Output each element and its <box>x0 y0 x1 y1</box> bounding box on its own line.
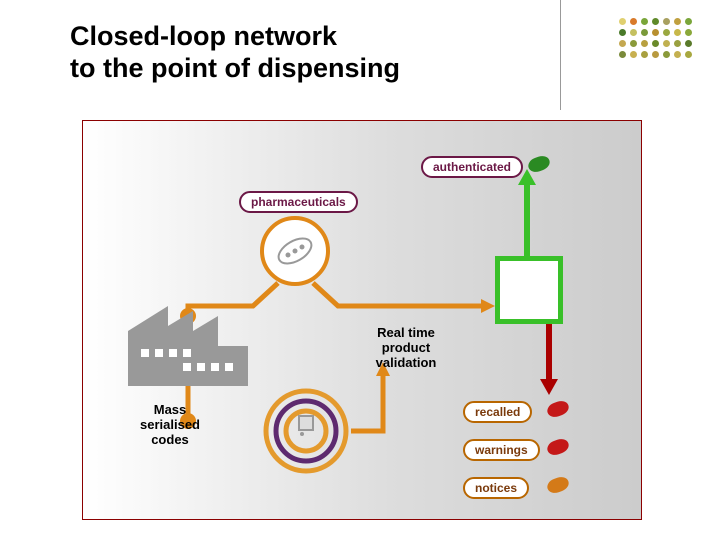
pill-warnings-label: warnings <box>475 443 528 457</box>
dot-icon <box>685 18 692 25</box>
dot-icon <box>674 29 681 36</box>
decorative-dot-grid <box>619 18 692 58</box>
dot-icon <box>674 51 681 58</box>
dot-icon <box>619 51 626 58</box>
tag-recalled-icon <box>545 399 570 420</box>
node-dispensing-box <box>495 256 563 324</box>
dot-icon <box>685 29 692 36</box>
dot-icon <box>652 29 659 36</box>
dot-icon <box>630 40 637 47</box>
dot-icon <box>641 29 648 36</box>
dot-icon <box>652 40 659 47</box>
dot-icon <box>674 18 681 25</box>
dot-icon <box>641 51 648 58</box>
dot-icon <box>619 18 626 25</box>
dot-icon <box>652 18 659 25</box>
diagram-panel: authenticated pharmaceuticals <box>82 120 642 520</box>
dot-icon <box>663 40 670 47</box>
pill-recalled: recalled <box>463 401 532 423</box>
pill-pharmaceuticals-label: pharmaceuticals <box>251 195 346 209</box>
dot-icon <box>630 51 637 58</box>
dot-icon <box>685 40 692 47</box>
dot-icon <box>652 51 659 58</box>
dot-icon <box>685 51 692 58</box>
dot-icon <box>619 40 626 47</box>
node-capsule <box>260 216 330 286</box>
dot-icon <box>663 51 670 58</box>
tag-authenticated-icon <box>526 154 551 175</box>
title-line-1: Closed-loop network <box>70 21 337 51</box>
pill-recalled-label: recalled <box>475 405 520 419</box>
pill-notices: notices <box>463 477 529 499</box>
dot-icon <box>663 29 670 36</box>
title-line-2: to the point of dispensing <box>70 53 400 83</box>
label-mass-codes: Mass serialised codes <box>125 403 215 448</box>
dot-icon <box>641 18 648 25</box>
tag-warnings-icon <box>545 437 570 458</box>
node-factory-icon <box>123 291 253 391</box>
label-realtime: Real time product validation <box>361 326 451 371</box>
dot-icon <box>641 40 648 47</box>
pill-authenticated-label: authenticated <box>433 160 511 174</box>
dot-icon <box>674 40 681 47</box>
slide-title: Closed-loop network to the point of disp… <box>70 20 570 85</box>
pill-notices-label: notices <box>475 481 517 495</box>
dot-icon <box>630 18 637 25</box>
tag-notices-icon <box>545 475 570 496</box>
dot-icon <box>619 29 626 36</box>
dot-icon <box>663 18 670 25</box>
pill-authenticated: authenticated <box>421 156 523 178</box>
dot-icon <box>630 29 637 36</box>
node-hub-icon <box>261 386 351 476</box>
pill-warnings: warnings <box>463 439 540 461</box>
pill-pharmaceuticals: pharmaceuticals <box>239 191 358 213</box>
vertical-separator <box>560 0 561 110</box>
